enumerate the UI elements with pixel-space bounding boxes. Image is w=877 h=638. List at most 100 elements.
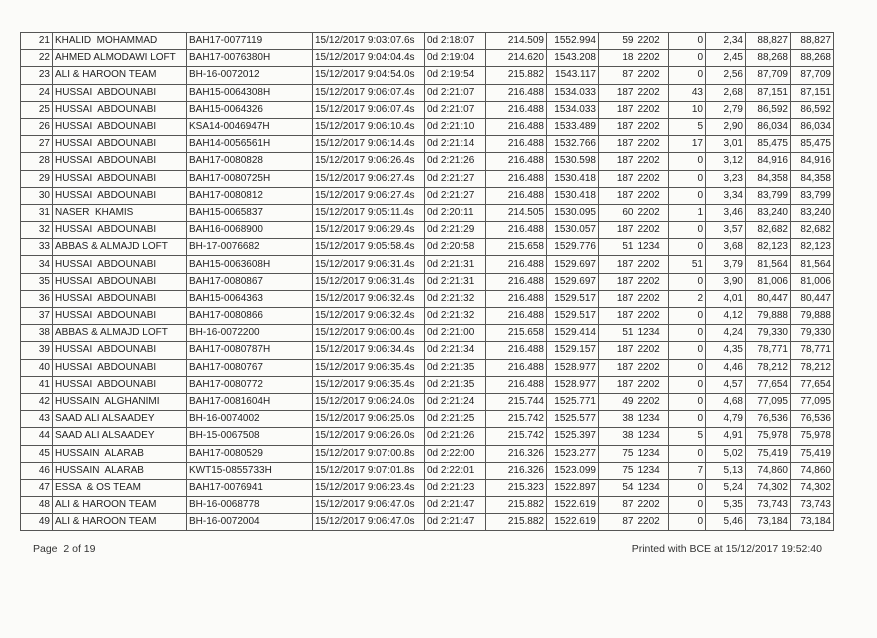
cell: 15/12/2017 9:06:10.4s (312, 117, 425, 137)
cell: 187 (598, 169, 636, 188)
cell: 73,184 (745, 513, 791, 532)
cell: HUSSAI ABDOUNABI (52, 117, 187, 137)
cell: 84,916 (745, 152, 791, 171)
cell: 216.488 (485, 135, 547, 154)
cell: 216.488 (485, 83, 547, 102)
cell: 1530.418 (546, 186, 599, 205)
cell: 15/12/2017 9:05:58.4s (312, 238, 425, 257)
cell: 2202 (635, 496, 669, 515)
cell: 2202 (635, 513, 669, 532)
cell: 187 (598, 306, 636, 326)
cell: BAH17-0077119 (186, 31, 313, 51)
cell: 2202 (635, 392, 669, 412)
cell: 15/12/2017 9:06:29.4s (312, 221, 425, 240)
cell: 87 (598, 66, 636, 85)
cell: BAH15-0064326 (186, 100, 313, 119)
cell: 5,46 (705, 513, 746, 532)
cell: 34 (20, 255, 53, 274)
cell: 84,358 (790, 169, 834, 188)
cell: 1552.994 (546, 31, 599, 51)
cell: 28 (20, 152, 53, 171)
cell: 87,709 (745, 66, 791, 85)
cell: 2202 (635, 49, 669, 68)
cell: 0d 2:21:47 (424, 513, 486, 532)
table-row: 42 HUSSAIN ALGHANIMI BAH17-0081604H 15/12/2… (20, 392, 834, 412)
cell: 187 (598, 135, 636, 154)
cell: 0d 2:21:27 (424, 169, 486, 188)
cell: 41 (20, 375, 53, 394)
cell: 15/12/2017 9:04:04.4s (312, 49, 425, 68)
cell: 1534.033 (546, 83, 599, 102)
cell: 73,184 (790, 513, 834, 532)
cell: 17 (668, 135, 706, 154)
cell: 21 (20, 31, 53, 51)
cell: 187 (598, 186, 636, 205)
cell: 0d 2:21:29 (424, 221, 486, 240)
cell: 2202 (635, 169, 669, 188)
cell: BH-16-0072004 (186, 513, 313, 532)
cell: 0 (668, 444, 706, 463)
cell: 39 (20, 341, 53, 360)
cell: ALI & HAROON TEAM (52, 513, 187, 532)
cell: 80,447 (790, 289, 834, 309)
cell: 83,799 (790, 186, 834, 205)
cell: 78,771 (745, 341, 791, 360)
cell: HUSSAIN ALGHANIMI (52, 392, 187, 412)
cell: 5,35 (705, 496, 746, 515)
cell: 1234 (635, 478, 669, 498)
cell: 15/12/2017 9:06:27.4s (312, 186, 425, 205)
cell: BH-16-0074002 (186, 410, 313, 429)
cell: HUSSAI ABDOUNABI (52, 375, 187, 394)
cell: 15/12/2017 9:07:01.8s (312, 461, 425, 480)
cell: 1522.619 (546, 496, 599, 515)
table-row: 32 HUSSAI ABDOUNABI BAH16-0068900 15/12/201… (20, 221, 834, 240)
cell: 2202 (635, 100, 669, 119)
cell: 1234 (635, 444, 669, 463)
cell: 0d 2:21:24 (424, 392, 486, 412)
table-row: 40 HUSSAI ABDOUNABI BAH17-0080767 15/12/201… (20, 358, 834, 377)
cell: BAH17-0080725H (186, 169, 313, 188)
cell: 1533.489 (546, 117, 599, 137)
cell: HUSSAI ABDOUNABI (52, 341, 187, 360)
cell: 87,151 (790, 83, 834, 102)
cell: 1234 (635, 461, 669, 480)
cell: 216.488 (485, 272, 547, 291)
cell: 15/12/2017 9:06:24.0s (312, 392, 425, 412)
cell: 15/12/2017 9:06:23.4s (312, 478, 425, 498)
cell: 15/12/2017 9:06:35.4s (312, 358, 425, 377)
cell: 187 (598, 152, 636, 171)
cell: 31 (20, 203, 53, 223)
cell: 18 (598, 49, 636, 68)
cell: 15/12/2017 9:04:54.0s (312, 66, 425, 85)
cell: 187 (598, 289, 636, 309)
cell: 15/12/2017 9:06:07.4s (312, 100, 425, 119)
cell: 86,034 (745, 117, 791, 137)
cell: 0 (668, 66, 706, 85)
cell: 82,123 (790, 238, 834, 257)
cell: BAH15-0063608H (186, 255, 313, 274)
cell: 216.488 (485, 375, 547, 394)
cell: 82,123 (745, 238, 791, 257)
cell: 1543.117 (546, 66, 599, 85)
cell: 30 (20, 186, 53, 205)
cell: NASER KHAMIS (52, 203, 187, 223)
cell: 15/12/2017 9:06:31.4s (312, 255, 425, 274)
cell: 15/12/2017 9:06:31.4s (312, 272, 425, 291)
cell: 0d 2:21:07 (424, 100, 486, 119)
cell: 216.488 (485, 358, 547, 377)
cell: 44 (20, 427, 53, 446)
cell: 0d 2:21:25 (424, 410, 486, 429)
cell: 2202 (635, 135, 669, 154)
cell: 2202 (635, 221, 669, 240)
cell: KHALID MOHAMMAD (52, 31, 187, 51)
cell: 5,02 (705, 444, 746, 463)
cell: BAH17-0080812 (186, 186, 313, 205)
cell: 2202 (635, 341, 669, 360)
cell: 79,330 (745, 324, 791, 343)
table-row: 28 HUSSAI ABDOUNABI BAH17-0080828 15/12/201… (20, 152, 834, 171)
cell: 75,978 (745, 427, 791, 446)
cell: 79,888 (790, 306, 834, 326)
table-row: 35 HUSSAI ABDOUNABI BAH17-0080867 15/12/201… (20, 272, 834, 291)
cell: BH-16-0068778 (186, 496, 313, 515)
cell: 86,034 (790, 117, 834, 137)
